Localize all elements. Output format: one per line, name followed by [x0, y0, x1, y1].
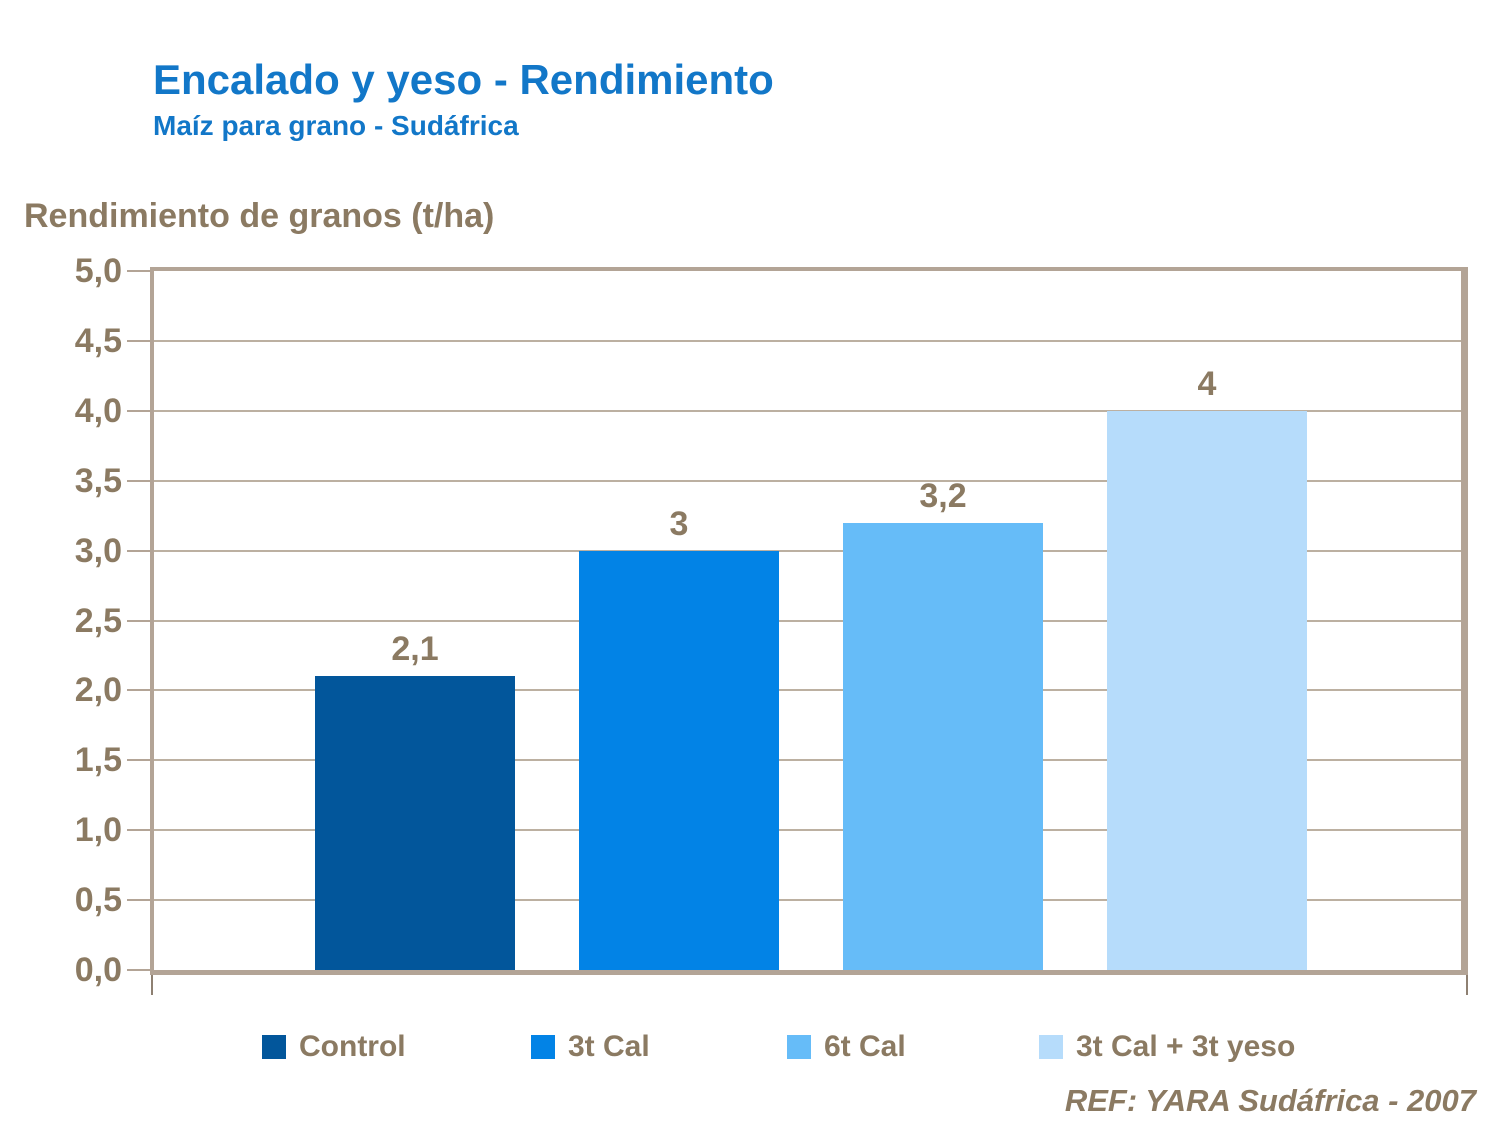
gridline — [154, 479, 1461, 482]
y-tick-label: 1,0 — [74, 811, 122, 850]
reference-text: REF: YARA Sudáfrica - 2007 — [1064, 1083, 1476, 1118]
y-tick-label: 1,5 — [74, 741, 122, 780]
y-tick-label: 0,0 — [74, 951, 122, 989]
page-title: Encalado y yeso - Rendimiento — [153, 56, 774, 103]
x-tick-mark — [1466, 975, 1468, 995]
legend-item: Control — [262, 1030, 406, 1064]
y-tick-mark — [127, 689, 150, 692]
y-tick-label: 2,0 — [74, 671, 122, 710]
gridline — [154, 549, 1461, 552]
y-tick-label: 5,0 — [74, 252, 122, 290]
legend-item: 6t Cal — [787, 1030, 906, 1064]
bar — [843, 523, 1043, 970]
y-tick-mark — [127, 549, 150, 552]
legend-swatch-icon — [1039, 1035, 1063, 1059]
y-tick-mark — [127, 829, 150, 832]
y-tick-label: 4,5 — [74, 321, 122, 360]
y-tick-mark — [127, 969, 150, 971]
y-tick-mark — [127, 899, 150, 902]
gridline — [154, 829, 1461, 832]
gridline — [154, 899, 1461, 902]
legend-swatch-icon — [531, 1035, 555, 1059]
bar — [315, 676, 515, 970]
y-tick-mark — [127, 619, 150, 622]
y-tick-label: 0,5 — [74, 881, 122, 920]
legend-item: 3t Cal — [531, 1030, 650, 1064]
legend-label: 3t Cal + 3t yeso — [1076, 1030, 1296, 1063]
y-tick-mark — [127, 409, 150, 412]
y-tick-mark — [127, 270, 150, 272]
legend-swatch-icon — [787, 1035, 811, 1059]
gridline — [154, 689, 1461, 692]
legend-label: 6t Cal — [824, 1030, 906, 1063]
gridline — [154, 339, 1461, 342]
bar — [579, 551, 779, 970]
legend-label: Control — [299, 1030, 406, 1063]
y-tick-label: 3,5 — [74, 461, 122, 500]
y-tick-mark — [127, 479, 150, 482]
y-tick-label: 2,5 — [74, 601, 122, 640]
y-tick-mark — [127, 339, 150, 342]
gridline — [154, 759, 1461, 762]
gridline — [154, 619, 1461, 622]
x-tick-mark — [151, 975, 153, 995]
plot-area — [150, 267, 1468, 975]
y-tick-label: 3,0 — [74, 531, 122, 570]
y-tick-label: 4,0 — [74, 391, 122, 430]
page-subtitle: Maíz para grano - Sudáfrica — [153, 110, 519, 141]
gridline — [154, 409, 1461, 412]
legend-item: 3t Cal + 3t yeso — [1039, 1030, 1295, 1064]
y-tick-mark — [127, 759, 150, 762]
y-axis-title: Rendimiento de granos (t/ha) — [24, 197, 495, 235]
bar — [1107, 411, 1307, 970]
legend-label: 3t Cal — [568, 1030, 650, 1063]
legend-swatch-icon — [262, 1035, 286, 1059]
